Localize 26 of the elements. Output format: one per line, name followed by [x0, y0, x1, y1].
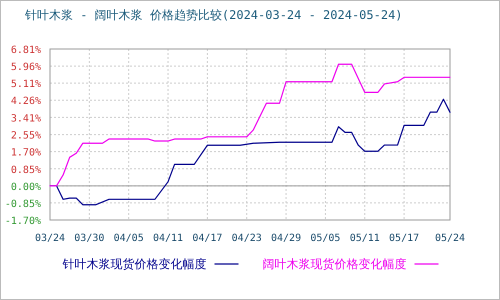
x-tick-label: 05/05	[310, 233, 340, 244]
x-tick-label: 03/30	[74, 233, 104, 244]
y-tick-label: 0.85%	[10, 164, 41, 176]
x-tick-label: 04/17	[192, 233, 222, 244]
y-tick-label: 2.55%	[10, 130, 41, 142]
x-tick-label: 05/11	[350, 233, 380, 244]
y-tick-label: 1.70%	[10, 148, 41, 159]
x-tick-label: 04/05	[114, 233, 144, 244]
legend-label: 阔叶木浆现货价格变化幅度	[262, 257, 406, 271]
y-tick-label: -0.85%	[4, 198, 41, 210]
y-tick-label: 3.41%	[10, 113, 41, 124]
y-tick-label: 5.96%	[10, 62, 41, 74]
x-tick-label: 05/24	[434, 233, 466, 244]
legend-label: 针叶木浆现货价格变化幅度	[62, 257, 206, 271]
y-tick-label: 0.00%	[10, 182, 41, 193]
y-tick-label: -1.70%	[4, 216, 41, 227]
x-tick-label: 05/17	[389, 233, 420, 244]
y-tick-label: 5.11%	[10, 79, 41, 90]
x-tick-label: 04/11	[152, 233, 184, 244]
chart-title: 针叶木浆 - 阔叶木浆 价格趋势比较(2024-03-24 - 2024-05-24)	[24, 8, 403, 22]
x-tick-label: 04/29	[271, 233, 302, 244]
x-tick-label: 04/23	[232, 233, 262, 244]
line-series	[49, 64, 451, 186]
y-tick-label: 6.81%	[10, 45, 41, 56]
y-tick-label: 4.26%	[10, 96, 41, 108]
x-tick-label: 03/24	[34, 233, 66, 244]
